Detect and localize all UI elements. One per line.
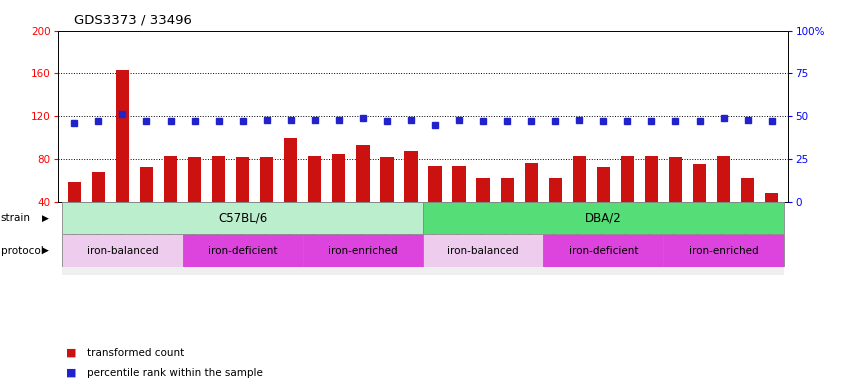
Bar xyxy=(645,156,658,244)
Bar xyxy=(711,202,735,275)
Bar xyxy=(543,202,568,275)
Bar xyxy=(140,167,153,244)
Bar xyxy=(308,156,321,244)
Text: transformed count: transformed count xyxy=(87,348,184,358)
Bar xyxy=(663,202,688,275)
Bar xyxy=(188,157,201,244)
Bar xyxy=(111,202,135,275)
Bar xyxy=(765,193,778,244)
Bar xyxy=(135,202,158,275)
Bar xyxy=(717,156,730,244)
Bar xyxy=(303,234,423,267)
Text: percentile rank within the sample: percentile rank within the sample xyxy=(87,368,263,378)
Bar xyxy=(231,202,255,275)
Bar xyxy=(327,202,351,275)
Bar xyxy=(640,202,663,275)
Bar xyxy=(158,202,183,275)
Bar xyxy=(278,202,303,275)
Bar xyxy=(591,202,615,275)
Bar xyxy=(693,164,706,244)
Bar xyxy=(519,202,543,275)
Bar xyxy=(116,70,129,244)
Bar xyxy=(92,172,105,244)
Bar xyxy=(375,202,399,275)
Bar xyxy=(741,178,755,244)
Bar xyxy=(760,202,783,275)
Text: protocol: protocol xyxy=(1,245,44,256)
Text: strain: strain xyxy=(1,213,30,223)
Bar xyxy=(212,156,225,244)
Bar xyxy=(63,202,86,275)
Bar xyxy=(735,202,760,275)
Text: iron-balanced: iron-balanced xyxy=(86,245,158,256)
Text: C57BL/6: C57BL/6 xyxy=(218,212,267,224)
Bar xyxy=(573,156,586,244)
Bar xyxy=(356,145,370,244)
Bar xyxy=(669,157,682,244)
Text: iron-deficient: iron-deficient xyxy=(569,245,638,256)
Bar xyxy=(453,166,465,244)
Bar xyxy=(543,234,663,267)
Bar xyxy=(525,163,538,244)
Bar xyxy=(423,202,783,234)
Text: iron-balanced: iron-balanced xyxy=(448,245,519,256)
Bar xyxy=(206,202,231,275)
Bar xyxy=(568,202,591,275)
Bar xyxy=(423,202,447,275)
Bar xyxy=(501,178,514,244)
Bar xyxy=(471,202,495,275)
Text: ▶: ▶ xyxy=(42,246,49,255)
Bar xyxy=(428,166,442,244)
Bar xyxy=(596,167,610,244)
Text: ▶: ▶ xyxy=(42,214,49,222)
Bar xyxy=(615,202,640,275)
Bar xyxy=(351,202,375,275)
Bar xyxy=(63,234,183,267)
Bar xyxy=(423,234,543,267)
Bar xyxy=(86,202,111,275)
Text: iron-deficient: iron-deficient xyxy=(208,245,277,256)
Text: GDS3373 / 33496: GDS3373 / 33496 xyxy=(74,14,192,27)
Bar xyxy=(183,234,303,267)
Bar xyxy=(688,202,711,275)
Bar xyxy=(548,178,562,244)
Bar xyxy=(255,202,278,275)
Bar xyxy=(495,202,519,275)
Bar xyxy=(63,202,423,234)
Bar xyxy=(68,182,81,244)
Text: ■: ■ xyxy=(66,348,76,358)
Bar xyxy=(164,156,177,244)
Bar xyxy=(404,151,418,244)
Text: iron-enriched: iron-enriched xyxy=(328,245,398,256)
Bar xyxy=(183,202,206,275)
Text: iron-enriched: iron-enriched xyxy=(689,245,758,256)
Bar xyxy=(476,178,490,244)
Text: ■: ■ xyxy=(66,368,76,378)
Bar xyxy=(621,156,634,244)
Bar xyxy=(236,157,250,244)
Bar xyxy=(303,202,327,275)
Text: DBA/2: DBA/2 xyxy=(585,212,622,224)
Bar xyxy=(381,157,393,244)
Bar xyxy=(260,157,273,244)
Bar xyxy=(284,137,297,244)
Bar xyxy=(332,154,345,244)
Bar xyxy=(399,202,423,275)
Bar xyxy=(447,202,471,275)
Bar xyxy=(663,234,783,267)
